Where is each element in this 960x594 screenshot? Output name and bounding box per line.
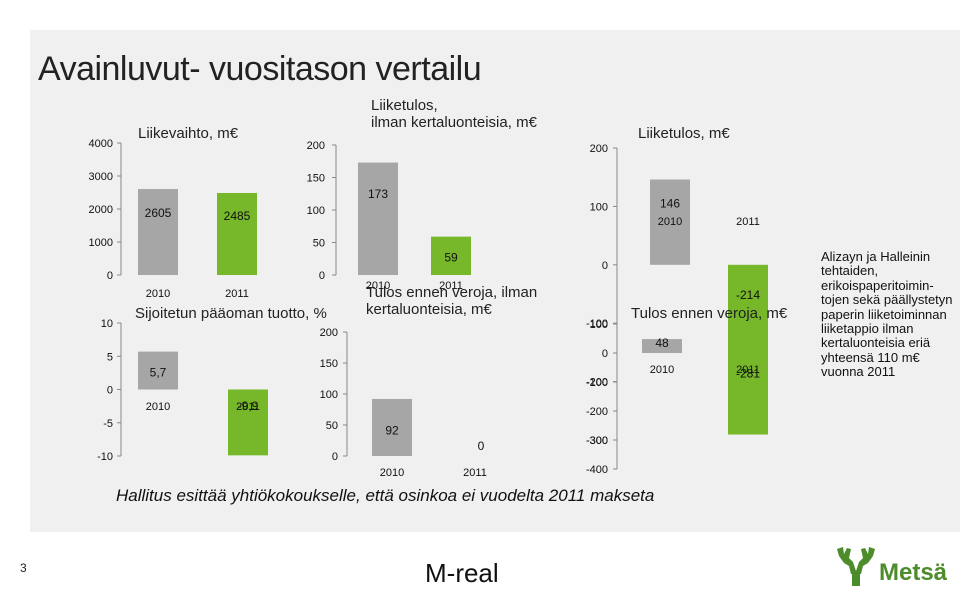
- sijoitetun_paaoman_tuotto-bar-2010: [138, 351, 178, 390]
- liiketulos-bar-2010: [650, 179, 690, 265]
- sijoitetun_paaoman_tuotto-tick-label: 5: [107, 351, 113, 363]
- content-panel: [30, 30, 960, 532]
- tulos_ennen_veroja-category-label: 2010: [650, 364, 674, 376]
- liikevaihto-tick-label: 4000: [89, 138, 113, 150]
- tulos_ennen_veroja_ilman-value-label: 0: [478, 439, 485, 453]
- tulos_ennen_veroja_ilman-title: kertaluonteisia, m€: [366, 301, 493, 318]
- liiketulos-title: Liiketulos, m€: [638, 125, 730, 142]
- dividend-footnote: Hallitus esittää yhtiökokoukselle, että …: [116, 486, 655, 505]
- liikevaihto-bar-2010: [138, 189, 178, 275]
- sijoitetun_paaoman_tuotto-bar-2011: [228, 389, 268, 456]
- tulos_ennen_veroja_ilman-value-label: 92: [385, 423, 399, 437]
- liiketulos-tick-label: -200: [586, 377, 608, 389]
- tulos_ennen_veroja_ilman-category-label: 2011: [463, 467, 487, 479]
- liiketulos-tick-label: 200: [590, 143, 608, 155]
- liiketulos-tick-label: 0: [602, 260, 608, 272]
- sijoitetun_paaoman_tuotto-tick-label: -5: [103, 418, 113, 430]
- tulos_ennen_veroja-tick-label: -100: [586, 377, 608, 389]
- liiketulos_ilman-category-label: 2010: [366, 280, 390, 292]
- sijoitetun_paaoman_tuotto-category-label: 2010: [146, 401, 170, 413]
- liikevaihto-value-label: 2485: [224, 209, 251, 223]
- sijoitetun_paaoman_tuotto-tick-label: 0: [107, 385, 113, 397]
- liiketulos_ilman-value-label: 59: [444, 251, 458, 265]
- tulos_ennen_veroja-tick-label: -300: [586, 435, 608, 447]
- liiketulos_ilman-tick-label: 50: [313, 238, 325, 250]
- logo-wordmark: Metsä: [879, 559, 948, 586]
- liiketulos_ilman-title: Liiketulos,: [371, 97, 438, 114]
- tulos_ennen_veroja_ilman-bar-2010: [372, 398, 412, 456]
- tulos_ennen_veroja_ilman-tick-label: 100: [320, 389, 338, 401]
- liiketulos-value-label: 146: [660, 196, 680, 210]
- tulos_ennen_veroja-category-label: 2011: [736, 364, 760, 376]
- brand-name: M-real: [425, 558, 499, 588]
- sijoitetun_paaoman_tuotto-tick-label: -10: [97, 451, 113, 463]
- liiketulos_ilman-bar-2011: [431, 236, 471, 275]
- liiketulos_ilman-bar-2010: [358, 162, 398, 275]
- liikevaihto-title: Liikevaihto, m€: [138, 125, 239, 142]
- liikevaihto-tick-label: 2000: [89, 204, 113, 216]
- liikevaihto-bar-2011: [217, 192, 257, 275]
- liiketulos-value-label: -214: [736, 288, 760, 302]
- side-note: Alizayn ja Halleinin tehtaiden, erikoisp…: [821, 249, 953, 380]
- liiketulos_ilman-tick-label: 200: [307, 140, 325, 152]
- tulos_ennen_veroja-tick-label: -200: [586, 406, 608, 418]
- liiketulos-category-label: 2011: [736, 216, 760, 228]
- tulos_ennen_veroja-value-label: 48: [655, 336, 669, 350]
- liikevaihto-tick-label: 0: [107, 270, 113, 282]
- liiketulos_ilman-category-label: 2011: [439, 280, 463, 292]
- sijoitetun_paaoman_tuotto-tick-label: 10: [101, 318, 113, 330]
- sijoitetun_paaoman_tuotto-title: Sijoitetun pääoman tuotto, %: [135, 305, 327, 322]
- page-number: 3: [20, 561, 27, 575]
- liiketulos-tick-label: -300: [586, 435, 608, 447]
- liiketulos-category-label: 2010: [658, 216, 682, 228]
- tulos_ennen_veroja-bar-2010: [642, 339, 682, 353]
- liikevaihto-category-label: 2011: [225, 288, 249, 300]
- liiketulos_ilman-tick-label: 150: [307, 173, 325, 185]
- liiketulos-tick-label: 100: [590, 201, 608, 213]
- sijoitetun_paaoman_tuotto-value-label: 5,7: [150, 365, 167, 379]
- tulos_ennen_veroja_ilman-tick-label: 200: [320, 327, 338, 339]
- tulos_ennen_veroja-tick-label: 0: [602, 348, 608, 360]
- tulos_ennen_veroja_ilman-tick-label: 50: [326, 420, 338, 432]
- tulos_ennen_veroja-value-label: -281: [736, 366, 760, 380]
- tulos_ennen_veroja-tick-label: 100: [590, 319, 608, 331]
- tulos_ennen_veroja-tick-label: -400: [586, 464, 608, 476]
- liikevaihto-tick-label: 1000: [89, 237, 113, 249]
- liikevaihto-tick-label: 3000: [89, 171, 113, 183]
- sijoitetun_paaoman_tuotto-category-label: 2011: [236, 401, 260, 413]
- liikevaihto-category-label: 2010: [146, 288, 170, 300]
- liiketulos_ilman-title: ilman kertaluonteisia, m€: [371, 114, 538, 131]
- slide-title: Avainluvut- vuositason vertailu: [38, 50, 482, 88]
- tulos_ennen_veroja_ilman-tick-label: 150: [320, 358, 338, 370]
- liiketulos_ilman-value-label: 173: [368, 187, 388, 201]
- tulos_ennen_veroja-title: Tulos ennen veroja, m€: [631, 305, 788, 322]
- liiketulos_ilman-tick-label: 100: [307, 205, 325, 217]
- tulos_ennen_veroja-bar-2011: [728, 353, 768, 435]
- liiketulos_ilman-tick-label: 0: [319, 270, 325, 282]
- tulos_ennen_veroja_ilman-category-label: 2010: [380, 467, 404, 479]
- sijoitetun_paaoman_tuotto-value-label: -9,9: [238, 399, 259, 413]
- liiketulos-tick-label: -100: [586, 318, 608, 330]
- liikevaihto-value-label: 2605: [145, 206, 172, 220]
- tulos_ennen_veroja_ilman-title: Tulos ennen veroja, ilman: [366, 284, 537, 301]
- metsa-logo: Metsä: [837, 547, 948, 586]
- tulos_ennen_veroja_ilman-tick-label: 0: [332, 451, 338, 463]
- elk-antlers-icon: [837, 547, 875, 586]
